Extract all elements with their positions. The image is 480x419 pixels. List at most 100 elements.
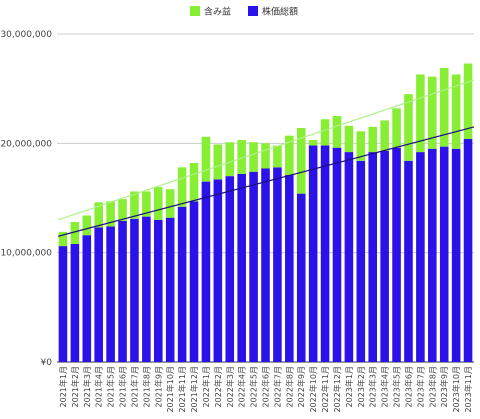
bar-unrealized-gain <box>392 108 401 148</box>
x-tick-label: 2022年3月 <box>225 366 235 407</box>
bar-unrealized-gain <box>189 163 199 202</box>
x-tick-label: 2021年8月 <box>141 366 151 407</box>
bar-stock-total <box>439 146 449 362</box>
bar-unrealized-gain <box>308 140 318 146</box>
bar-stock-total <box>82 235 92 362</box>
bar-stock-total <box>392 147 401 362</box>
bar-stock-total <box>189 201 199 362</box>
bar-stock-total <box>308 145 318 362</box>
x-tick-label: 2023年1月 <box>344 366 354 407</box>
x-tick-label: 2022年11月 <box>320 366 330 413</box>
x-tick-label: 2022年10月 <box>308 366 318 413</box>
x-tick-label: 2023年10月 <box>451 366 461 413</box>
legend-swatch-0 <box>190 6 200 16</box>
trendlines <box>58 79 475 237</box>
bar-stock-total <box>332 147 342 362</box>
bar-stock-total <box>58 246 68 362</box>
trendline-0 <box>58 79 475 221</box>
trendline-1 <box>58 126 475 237</box>
bar-unrealized-gain <box>451 74 461 149</box>
bar-stock-total <box>296 193 306 362</box>
bar-stock-total <box>70 243 80 362</box>
legend-swatch-1 <box>248 6 258 16</box>
bar-unrealized-gain <box>118 199 127 221</box>
x-tick-label: 2022年9月 <box>296 366 306 407</box>
x-tick-label: 2021年2月 <box>70 366 80 407</box>
bar-unrealized-gain <box>439 67 449 147</box>
bar-unrealized-gain <box>416 74 425 153</box>
bar-unrealized-gain <box>356 131 366 161</box>
x-tick-label: 2023年2月 <box>356 366 366 407</box>
bar-unrealized-gain <box>368 126 378 153</box>
y-axis-ticks: ¥0 ¥10,000,000 ¥20,000,000 ¥30,000,000 <box>0 30 52 368</box>
x-tick-label: 2022年7月 <box>272 366 282 407</box>
bar-unrealized-gain <box>249 142 258 172</box>
bar-unrealized-gain <box>82 215 92 236</box>
x-tick-label: 2022年8月 <box>284 366 294 407</box>
x-tick-label: 2021年1月 <box>58 366 68 407</box>
bar-stock-total <box>344 152 354 362</box>
bar-unrealized-gain <box>320 119 330 146</box>
bar-unrealized-gain <box>165 189 175 218</box>
bar-unrealized-gain <box>428 76 437 149</box>
x-tick-label: 2023年4月 <box>380 366 390 407</box>
x-tick-label: 2022年5月 <box>249 366 259 407</box>
bar-unrealized-gain <box>332 116 342 148</box>
bar-unrealized-gain <box>213 144 223 180</box>
x-tick-label: 2022年6月 <box>261 366 271 407</box>
x-tick-label: 2021年11月 <box>177 366 187 413</box>
y-tick-label: ¥20,000,000 <box>0 139 52 149</box>
x-tick-label: 2022年4月 <box>237 366 247 407</box>
x-tick-label: 2021年4月 <box>94 366 104 407</box>
bar-unrealized-gain <box>404 94 413 161</box>
bar-stock-total <box>463 138 473 362</box>
x-tick-label: 2022年2月 <box>213 366 223 407</box>
bar-unrealized-gain <box>285 135 294 176</box>
bar-stock-total <box>404 160 413 362</box>
bar-stock-total <box>261 168 270 362</box>
bar-stock-total <box>165 217 175 362</box>
bar-stock-total <box>130 218 139 362</box>
x-tick-label: 2021年5月 <box>106 366 116 407</box>
bar-stock-total <box>356 160 366 362</box>
legend: 含み益 株価総額 <box>190 6 298 18</box>
bar-unrealized-gain <box>106 201 115 227</box>
bar-unrealized-gain <box>237 140 246 174</box>
bar-unrealized-gain <box>58 231 68 247</box>
bar-unrealized-gain <box>201 136 211 182</box>
bar-stock-total <box>142 216 151 362</box>
x-tick-label: 2023年7月 <box>415 366 425 407</box>
y-tick-label: ¥0 <box>41 358 53 368</box>
bar-unrealized-gain <box>177 167 187 207</box>
bar-stock-total <box>368 152 378 362</box>
x-tick-label: 2021年7月 <box>129 366 139 407</box>
bar-stock-total <box>94 227 103 362</box>
x-tick-label: 2021年10月 <box>165 366 175 413</box>
bar-stock-total <box>320 145 330 362</box>
bar-unrealized-gain <box>344 125 354 153</box>
y-tick-label: ¥10,000,000 <box>0 249 52 259</box>
x-tick-label: 2023年6月 <box>403 366 413 407</box>
bar-stock-total <box>225 176 235 362</box>
x-tick-label: 2022年1月 <box>201 366 211 407</box>
bar-unrealized-gain <box>142 191 151 217</box>
x-tick-label: 2021年6月 <box>118 366 128 407</box>
bar-unrealized-gain <box>296 128 306 194</box>
bar-stock-total <box>237 173 246 362</box>
bar-stock-total <box>177 206 187 362</box>
bar-unrealized-gain <box>130 191 139 219</box>
bar-stock-total <box>273 167 282 362</box>
bar-unrealized-gain <box>70 222 80 244</box>
legend-label-0: 含み益 <box>204 6 231 18</box>
x-tick-label: 2023年9月 <box>439 366 449 407</box>
bar-stock-total <box>416 152 425 362</box>
bar-unrealized-gain <box>94 202 103 228</box>
bar-unrealized-gain <box>463 63 473 139</box>
bar-stock-total <box>201 181 211 362</box>
bar-stock-total <box>106 226 115 362</box>
x-tick-label: 2021年3月 <box>82 366 92 407</box>
legend-label-1: 株価総額 <box>262 6 298 18</box>
bar-stock-total <box>285 175 294 362</box>
bar-unrealized-gain <box>380 120 389 151</box>
